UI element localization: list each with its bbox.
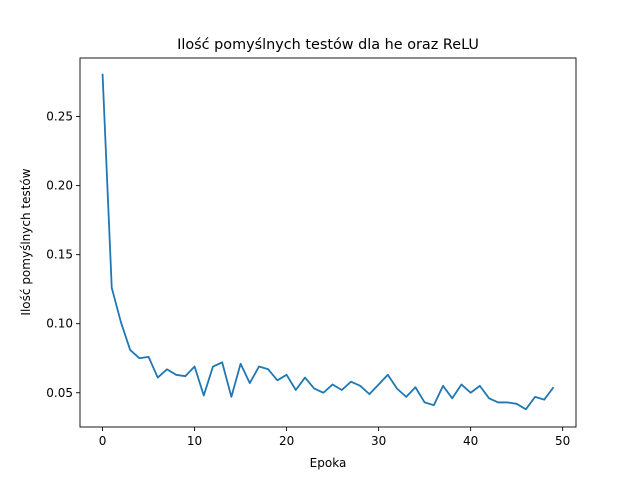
x-tick-label: 40 <box>463 434 478 448</box>
x-tick-label: 20 <box>279 434 294 448</box>
axis-ticks: 0 10 20 30 40 50 0.05 0.10 0.15 0.20 0.25 <box>46 110 570 448</box>
y-tick-label: 0.20 <box>46 179 73 193</box>
x-tick-label: 50 <box>555 434 570 448</box>
y-tick-label: 0.15 <box>46 248 73 262</box>
series-line <box>101 73 555 411</box>
axes-frame <box>79 57 577 428</box>
x-tick-label: 30 <box>371 434 386 448</box>
y-tick-label: 0.05 <box>46 386 73 400</box>
x-tick-label: 10 <box>187 434 202 448</box>
x-tick-label: 0 <box>99 434 107 448</box>
y-axis-label: Ilość pomyślnych testów <box>19 168 33 315</box>
y-tick-label: 0.10 <box>46 317 73 331</box>
plot-area <box>101 73 555 411</box>
y-tick-label: 0.25 <box>46 110 73 124</box>
chart-title: Ilość pomyślnych testów dla he oraz ReLU <box>177 37 479 53</box>
x-axis-label: Epoka <box>310 456 347 470</box>
